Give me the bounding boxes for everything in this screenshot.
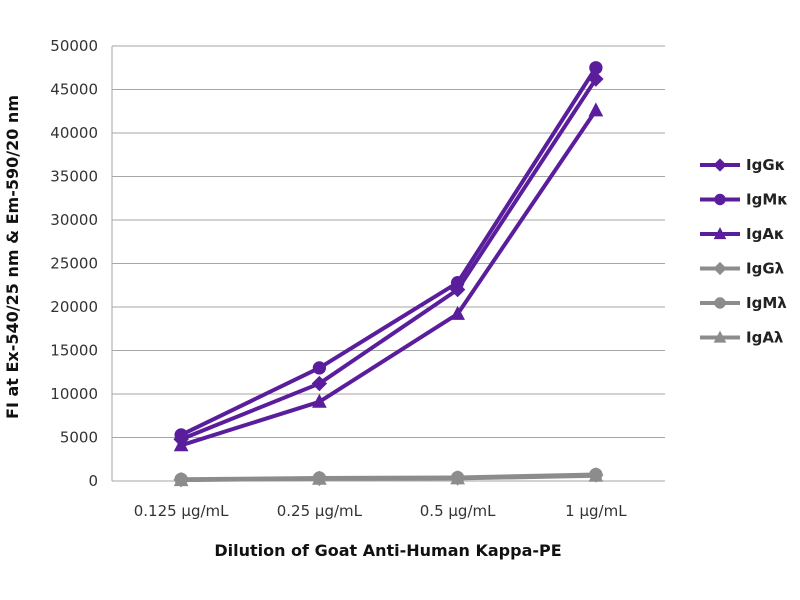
x-tick-label: 0.5 µg/mL — [420, 502, 496, 520]
legend-item: IgMλ — [700, 294, 787, 312]
data-point — [312, 393, 327, 408]
y-tick-label: 50000 — [50, 37, 98, 55]
legend-label: IgMλ — [746, 294, 787, 312]
legend-label: IgGκ — [746, 156, 785, 174]
x-tick-label: 1 µg/mL — [565, 502, 627, 520]
data-point — [450, 275, 465, 290]
y-tick-label: 20000 — [50, 298, 98, 316]
series-line — [180, 109, 598, 448]
data-point — [311, 375, 328, 392]
legend-item: IgAκ — [700, 225, 785, 243]
legend-item: IgGλ — [700, 260, 785, 278]
series-2 — [173, 102, 604, 452]
legend-item: IgGκ — [700, 156, 785, 174]
gridlines — [111, 45, 665, 482]
x-tick-label: 0.25 µg/mL — [277, 502, 363, 520]
y-tick-label: 40000 — [50, 124, 98, 142]
y-tick-label: 10000 — [50, 385, 98, 403]
legend-marker — [713, 261, 727, 276]
y-tick-label: 25000 — [50, 255, 98, 273]
series-0 — [173, 71, 604, 447]
legend-label: IgAλ — [746, 329, 784, 347]
legend-item: IgMκ — [700, 191, 788, 209]
data-point — [174, 428, 188, 442]
data-point — [173, 437, 189, 452]
y-tick-label: 0 — [88, 472, 98, 490]
x-axis-title: Dilution of Goat Anti-Human Kappa-PE — [214, 541, 561, 560]
legend-label: IgMκ — [746, 191, 788, 209]
data-point — [588, 467, 604, 482]
x-tick-labels: 0.125 µg/mL 0.25 µg/mL 0.5 µg/mL 1 µg/mL — [134, 502, 627, 520]
legend: IgGκ IgMκ IgAκ IgGλ IgMλ IgAλ — [700, 156, 788, 347]
legend-marker — [713, 158, 727, 172]
y-axis-title: FI at Ex-540/25 nm & Em-590/20 nm — [3, 95, 22, 419]
data-point — [450, 305, 465, 320]
series-1 — [174, 61, 603, 442]
data-point — [589, 61, 603, 75]
series-line — [180, 77, 598, 442]
legend-marker — [713, 227, 727, 240]
series-5 — [173, 467, 604, 487]
legend-label: IgAκ — [746, 225, 785, 243]
data-point — [450, 470, 465, 485]
data-point — [312, 361, 327, 375]
y-tick-label: 35000 — [50, 168, 98, 186]
series-line — [180, 66, 598, 437]
legend-marker — [713, 330, 727, 343]
data-point — [173, 472, 189, 487]
y-tick-label: 30000 — [50, 211, 98, 229]
legend-marker — [714, 297, 726, 309]
y-tick-labels: 0 5000 10000 15000 20000 25000 30000 35000 40000… — [50, 37, 98, 490]
y-tick-label: 15000 — [50, 342, 98, 360]
y-tick-label: 45000 — [50, 81, 98, 99]
legend-item: IgAλ — [700, 329, 784, 347]
legend-marker — [714, 193, 726, 206]
series-lines — [173, 61, 604, 488]
legend-label: IgGλ — [746, 260, 785, 278]
x-tick-label: 0.125 µg/mL — [134, 502, 229, 520]
data-point — [312, 470, 327, 485]
y-tick-label: 5000 — [60, 429, 98, 447]
series-line — [181, 473, 596, 483]
data-point — [588, 102, 604, 117]
